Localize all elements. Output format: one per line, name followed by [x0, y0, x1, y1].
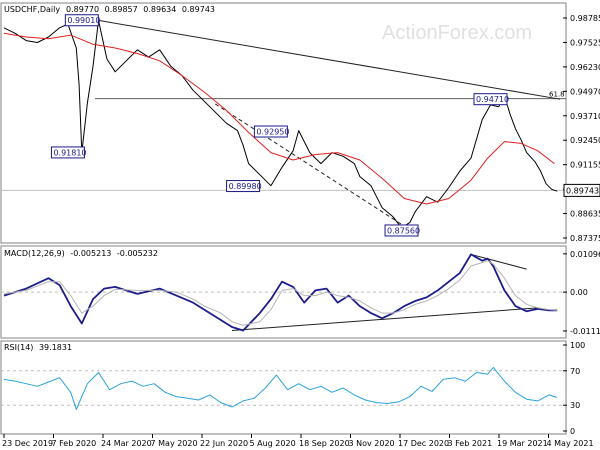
price-y-tick-label: 0.97525 [570, 38, 600, 47]
price-annotation-box [226, 180, 261, 193]
price-y-tick-label: 0.96230 [570, 63, 600, 72]
rsi-marks [1, 366, 566, 410]
macd-signal-value: -0.005232 [117, 249, 158, 258]
price-annotation-label: 0.94710 [476, 95, 509, 104]
macd-axis: 0.010967 0.00 -0.011127 [563, 250, 600, 336]
price-y-tick-label: 0.93710 [570, 112, 600, 121]
watermark: ActionForex.com [382, 22, 532, 44]
rsi-value: 39.1831 [39, 343, 72, 352]
rsi-pane: RSI(14) 39.1831 100 70 30 0 [0, 340, 585, 436]
date-tick-label: 22 Jun 2020 [200, 439, 248, 448]
date-tick-label: 19 Mar 2021 [497, 439, 548, 448]
macd-pane: MACD(12,26,9) -0.005213 -0.005232 0.0109… [0, 245, 600, 339]
price-marks: 61.8 0.99010 0.91810 0.92950 0.89980 0.87560 0… [1, 14, 566, 237]
macd-trendline [231, 307, 538, 332]
price-annotation-box [473, 93, 508, 106]
macd-y-tick-label: -0.011127 [570, 327, 600, 336]
macd-series-line [3, 260, 558, 326]
rsi-pane-title: RSI(14) 39.1831 [4, 343, 72, 352]
price-pane-frame [0, 2, 567, 244]
date-tick-label: 17 Dec 2020 [398, 439, 449, 448]
ohlc-close: 0.89743 [182, 5, 215, 14]
price-y-tick-label: 0.98785 [570, 14, 600, 23]
price-annotation-box [64, 14, 99, 27]
fib-level-label: 61.8 [549, 91, 565, 99]
macd-trendline [470, 253, 527, 270]
rsi-pane-frame [0, 340, 567, 435]
macd-pane-title: MACD(12,26,9) -0.005213 -0.005232 [4, 249, 158, 258]
rsi-y-tick-label: 100 [570, 341, 585, 350]
price-trendline [98, 19, 561, 100]
date-tick-label: 4 May 2021 [547, 439, 594, 448]
ohlc-high: 0.89857 [105, 5, 138, 14]
price-annotation-label: 0.99010 [67, 16, 100, 25]
rsi-y-tick-label: 70 [570, 367, 580, 376]
rsi-series-line [3, 366, 558, 410]
date-tick-label: 5 Aug 2020 [250, 439, 296, 448]
ohlc-low: 0.89634 [143, 5, 176, 14]
price-annotation-box [253, 125, 288, 138]
price-y-tick-label: 0.91155 [570, 161, 600, 170]
price-series-line [3, 32, 555, 205]
macd-series-line [3, 253, 558, 332]
price-annotation-label: 0.91810 [53, 148, 86, 157]
price-axis: 0.98785 0.97525 0.96230 0.94970 0.93710 0.924… [563, 14, 600, 243]
price-pane: USDCHF,Daily 0.89770 0.89857 0.89634 0.8… [0, 2, 600, 244]
price-series-line [3, 19, 558, 229]
rsi-y-tick-label: 30 [570, 401, 580, 410]
ohlc-readout: 0.89770 0.89857 0.89634 0.89743 [66, 5, 215, 14]
price-annotation-label: 0.89980 [229, 182, 262, 191]
date-tick-label: 3 Feb 2021 [448, 439, 493, 448]
price-annotation-label: 0.92950 [256, 128, 289, 137]
macd-marks [1, 253, 566, 332]
macd-title: MACD(12,26,9) [4, 249, 65, 258]
date-tick-label: 23 Dec 2019 [2, 439, 53, 448]
price-pane-title: USDCHF,Daily [4, 5, 60, 14]
ohlc-open: 0.89770 [66, 5, 99, 14]
rsi-y-tick-label: 0 [570, 427, 575, 436]
macd-y-tick-label: 0.00 [570, 288, 588, 297]
current-price-tag [563, 183, 600, 197]
date-tick-label: 7 May 2020 [151, 439, 198, 448]
date-tick-label: 24 Mar 2020 [101, 439, 152, 448]
current-price-label: 0.89743 [566, 186, 599, 195]
date-tick-label: 18 Sep 2020 [299, 439, 350, 448]
macd-value: -0.005213 [70, 249, 111, 258]
date-tick-label: 7 Feb 2020 [52, 439, 97, 448]
price-y-tick-label: 0.92450 [570, 136, 600, 145]
rsi-title: RSI(14) [4, 343, 33, 352]
price-trendline [215, 103, 411, 231]
macd-y-tick-label: 0.010967 [570, 250, 600, 259]
price-y-tick-label: 0.94970 [570, 87, 600, 96]
price-annotation-box [50, 146, 85, 159]
price-annotation-box [384, 224, 419, 237]
rsi-axis: 100 70 30 0 [563, 341, 585, 436]
price-y-tick-label: 0.88635 [570, 210, 600, 219]
date-tick-label: 3 Nov 2020 [349, 439, 395, 448]
price-annotation-label: 0.87560 [387, 226, 420, 235]
price-y-tick-label: 0.87375 [570, 234, 600, 243]
